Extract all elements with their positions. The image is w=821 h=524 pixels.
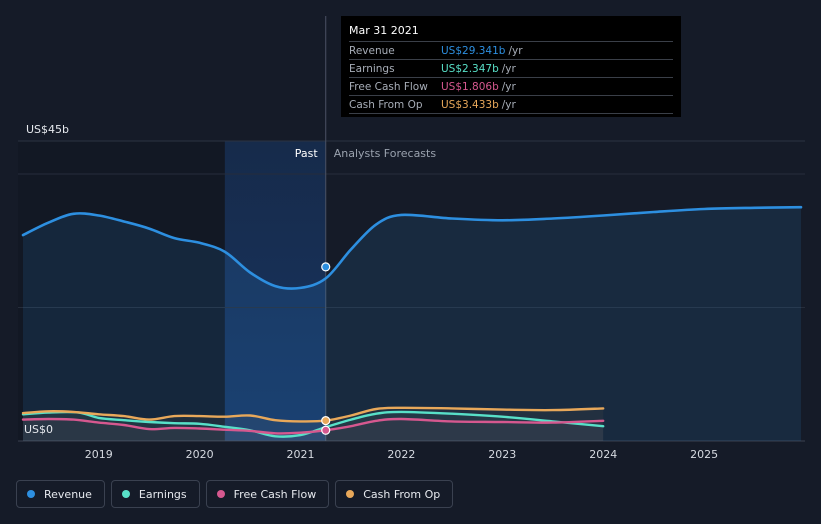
legend-label: Earnings [138, 487, 187, 501]
revenue-point [321, 262, 331, 272]
revenue-area [23, 207, 801, 441]
tooltip-row-value: US$1.806b [441, 81, 499, 93]
legend-dot-icon [121, 490, 130, 498]
tooltip-row-value: US$29.341b [441, 45, 506, 57]
tooltip-row: Cash From Op US$3.433b/yr [349, 95, 673, 114]
tooltip-row-label: Revenue [349, 45, 395, 57]
y-axis-min-label: US$0 [24, 423, 53, 436]
cash-from-op-point [321, 416, 331, 426]
forecast-label: Analysts Forecasts [334, 147, 437, 160]
tooltip-row-unit: /yr [501, 99, 516, 111]
cash-from-op-line [21, 406, 605, 423]
x-tick-label: 2023 [488, 448, 516, 461]
cash-from-op-area [23, 407, 604, 441]
x-tick-label: 2020 [186, 448, 214, 461]
x-tick-label: 2019 [85, 448, 113, 461]
free-cash-flow-point [321, 425, 331, 435]
tooltip-row-label: Free Cash Flow [349, 81, 428, 93]
past-label: Past [295, 147, 319, 160]
y-axis-max-label: US$45b [26, 123, 69, 136]
tooltip-row-unit: /yr [501, 63, 516, 75]
legend-item-revenue[interactable]: Revenue [16, 480, 105, 508]
tooltip-row: Earnings US$2.347b/yr [349, 59, 673, 77]
tooltip-row: Revenue US$29.341b/yr [349, 41, 673, 59]
x-tick-label: 2022 [387, 448, 415, 461]
legend-dot-icon [346, 490, 355, 498]
tooltip-row-label: Earnings [349, 63, 395, 75]
past-highlight-band [224, 141, 326, 441]
legend-dot-icon [27, 490, 35, 498]
legend-item-earnings[interactable]: Earnings [110, 480, 200, 508]
free-cash-flow-line [21, 417, 605, 435]
x-tick-label: 2024 [589, 448, 617, 461]
legend-label: Revenue [44, 487, 92, 501]
legend: Revenue Earnings Free Cash Flow Cash From O… [16, 480, 454, 508]
tooltip-row: Free Cash Flow US$1.806b/yr [349, 77, 673, 95]
x-tick-label: 2021 [287, 448, 315, 461]
tooltip-date: Mar 31 2021 [349, 24, 419, 37]
revenue-line [21, 205, 803, 290]
chart-plot-area: US$45b US$0 Past Analysts Forecasts 2019 2020… [18, 16, 805, 461]
legend-dot-icon [216, 490, 225, 498]
tooltip-row-value: US$2.347b [441, 63, 499, 75]
tooltip-row-unit: /yr [508, 45, 523, 57]
earnings-area [23, 411, 604, 441]
tooltip-row-label: Cash From Op [349, 99, 423, 111]
legend-item-free-cash-flow[interactable]: Free Cash Flow [205, 480, 330, 508]
legend-label: Free Cash Flow [233, 487, 317, 501]
x-tick-label: 2025 [690, 448, 718, 461]
tooltip-row-value: US$3.433b [441, 99, 499, 111]
legend-item-cash-from-op[interactable]: Cash From Op [335, 480, 454, 508]
tooltip: Mar 31 2021 Revenue US$29.341b/yr Earnings… [341, 16, 681, 117]
legend-label: Cash From Op [363, 487, 441, 501]
earnings-line [21, 410, 605, 438]
free-cash-flow-area [23, 418, 604, 441]
tooltip-row-unit: /yr [501, 81, 516, 93]
